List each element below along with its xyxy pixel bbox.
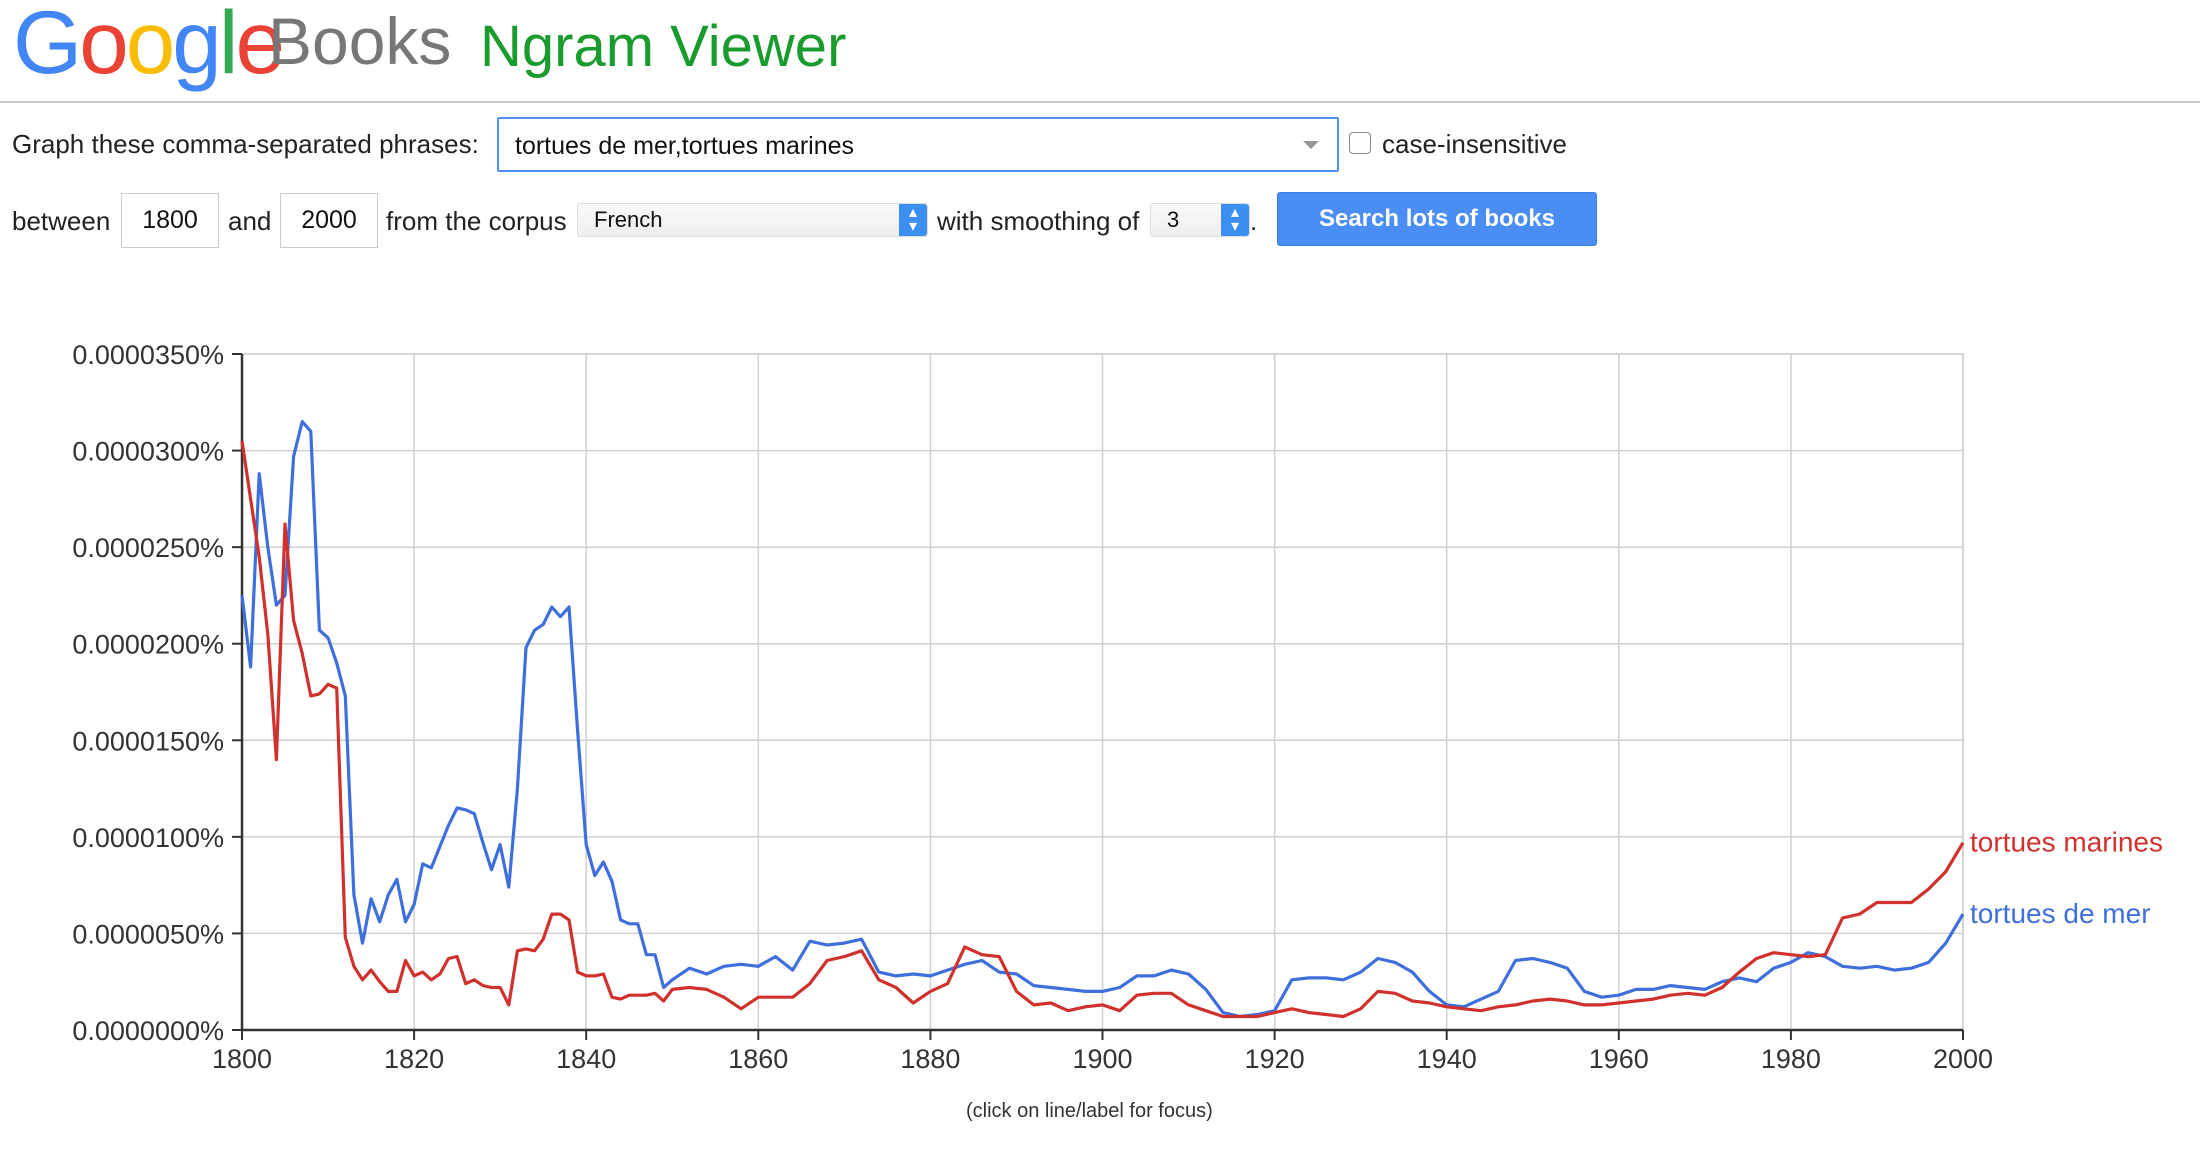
series-line-tortues-de-mer[interactable] bbox=[240, 420, 1965, 1019]
google-logo-letter: o bbox=[125, 0, 175, 92]
x-tick-label: 1900 bbox=[1072, 1044, 1132, 1074]
start-year-input[interactable]: 1800 bbox=[121, 193, 219, 248]
smoothing-value: 3 bbox=[1167, 207, 1180, 232]
x-tick-label: 1880 bbox=[900, 1044, 960, 1074]
series-label-tortues-marines[interactable]: tortues marines bbox=[1970, 827, 2163, 858]
dropdown-caret-icon[interactable] bbox=[1303, 141, 1319, 149]
x-tick-label: 1860 bbox=[728, 1044, 788, 1074]
y-tick-label: 0.0000050% bbox=[72, 919, 224, 949]
google-logo-letter: g bbox=[172, 0, 221, 92]
select-arrows-icon: ▴ ▾ bbox=[899, 204, 927, 236]
series-label-tortues-de-mer[interactable]: tortues de mer bbox=[1970, 898, 2151, 929]
case-insensitive-checkbox[interactable] bbox=[1349, 132, 1371, 154]
x-tick-label: 1800 bbox=[212, 1044, 272, 1074]
period: . bbox=[1250, 206, 1258, 236]
and-label: and bbox=[228, 206, 272, 236]
phrases-input[interactable]: tortues de mer,tortues marines bbox=[497, 117, 1339, 172]
google-logo-letter: o bbox=[79, 0, 128, 92]
series-line-tortues-marines[interactable] bbox=[240, 440, 1965, 1019]
y-tick-label: 0.0000250% bbox=[72, 533, 224, 563]
smoothing-label: with smoothing of bbox=[937, 206, 1140, 236]
x-tick-label: 1820 bbox=[384, 1044, 444, 1074]
x-tick-label: 1940 bbox=[1417, 1044, 1477, 1074]
end-year-input[interactable]: 2000 bbox=[280, 193, 378, 248]
y-tick-label: 0.0000000% bbox=[72, 1016, 224, 1046]
y-tick-label: 0.0000150% bbox=[72, 726, 224, 756]
x-tick-label: 1840 bbox=[556, 1044, 616, 1074]
page-title: Ngram Viewer bbox=[480, 14, 847, 79]
corpus-value: French bbox=[594, 207, 663, 232]
corpus-label: from the corpus bbox=[386, 206, 567, 236]
case-insensitive-label: case-insensitive bbox=[1382, 129, 1567, 159]
google-logo-letter: G bbox=[13, 0, 82, 92]
corpus-select[interactable]: French ▴ ▾ bbox=[577, 203, 928, 237]
y-tick-label: 0.0000300% bbox=[72, 437, 224, 467]
google-logo-letter: l bbox=[218, 0, 239, 92]
chart-caption: (click on line/label for focus) bbox=[966, 1100, 1213, 1122]
x-tick-label: 1920 bbox=[1245, 1044, 1305, 1074]
x-tick-label: 1980 bbox=[1761, 1044, 1821, 1074]
y-tick-label: 0.0000350% bbox=[72, 340, 224, 370]
phrases-label: Graph these comma-separated phrases: bbox=[12, 129, 479, 159]
x-tick-label: 2000 bbox=[1933, 1044, 1993, 1074]
smoothing-select[interactable]: 3 ▴ ▾ bbox=[1150, 203, 1250, 237]
header: Google Books Ngram Viewer bbox=[0, 0, 2200, 103]
select-arrows-icon: ▴ ▾ bbox=[1221, 204, 1249, 236]
phrases-value: tortues de mer,tortues marines bbox=[515, 132, 855, 160]
books-logo[interactable]: Books bbox=[268, 4, 452, 78]
google-logo-letter: e bbox=[235, 0, 285, 92]
x-tick-label: 1960 bbox=[1589, 1044, 1649, 1074]
between-label: between bbox=[12, 206, 111, 236]
y-tick-label: 0.0000200% bbox=[72, 630, 224, 660]
search-button[interactable]: Search lots of books bbox=[1277, 192, 1597, 246]
google-logo[interactable]: Google bbox=[13, 0, 285, 87]
y-tick-label: 0.0000100% bbox=[72, 823, 224, 853]
